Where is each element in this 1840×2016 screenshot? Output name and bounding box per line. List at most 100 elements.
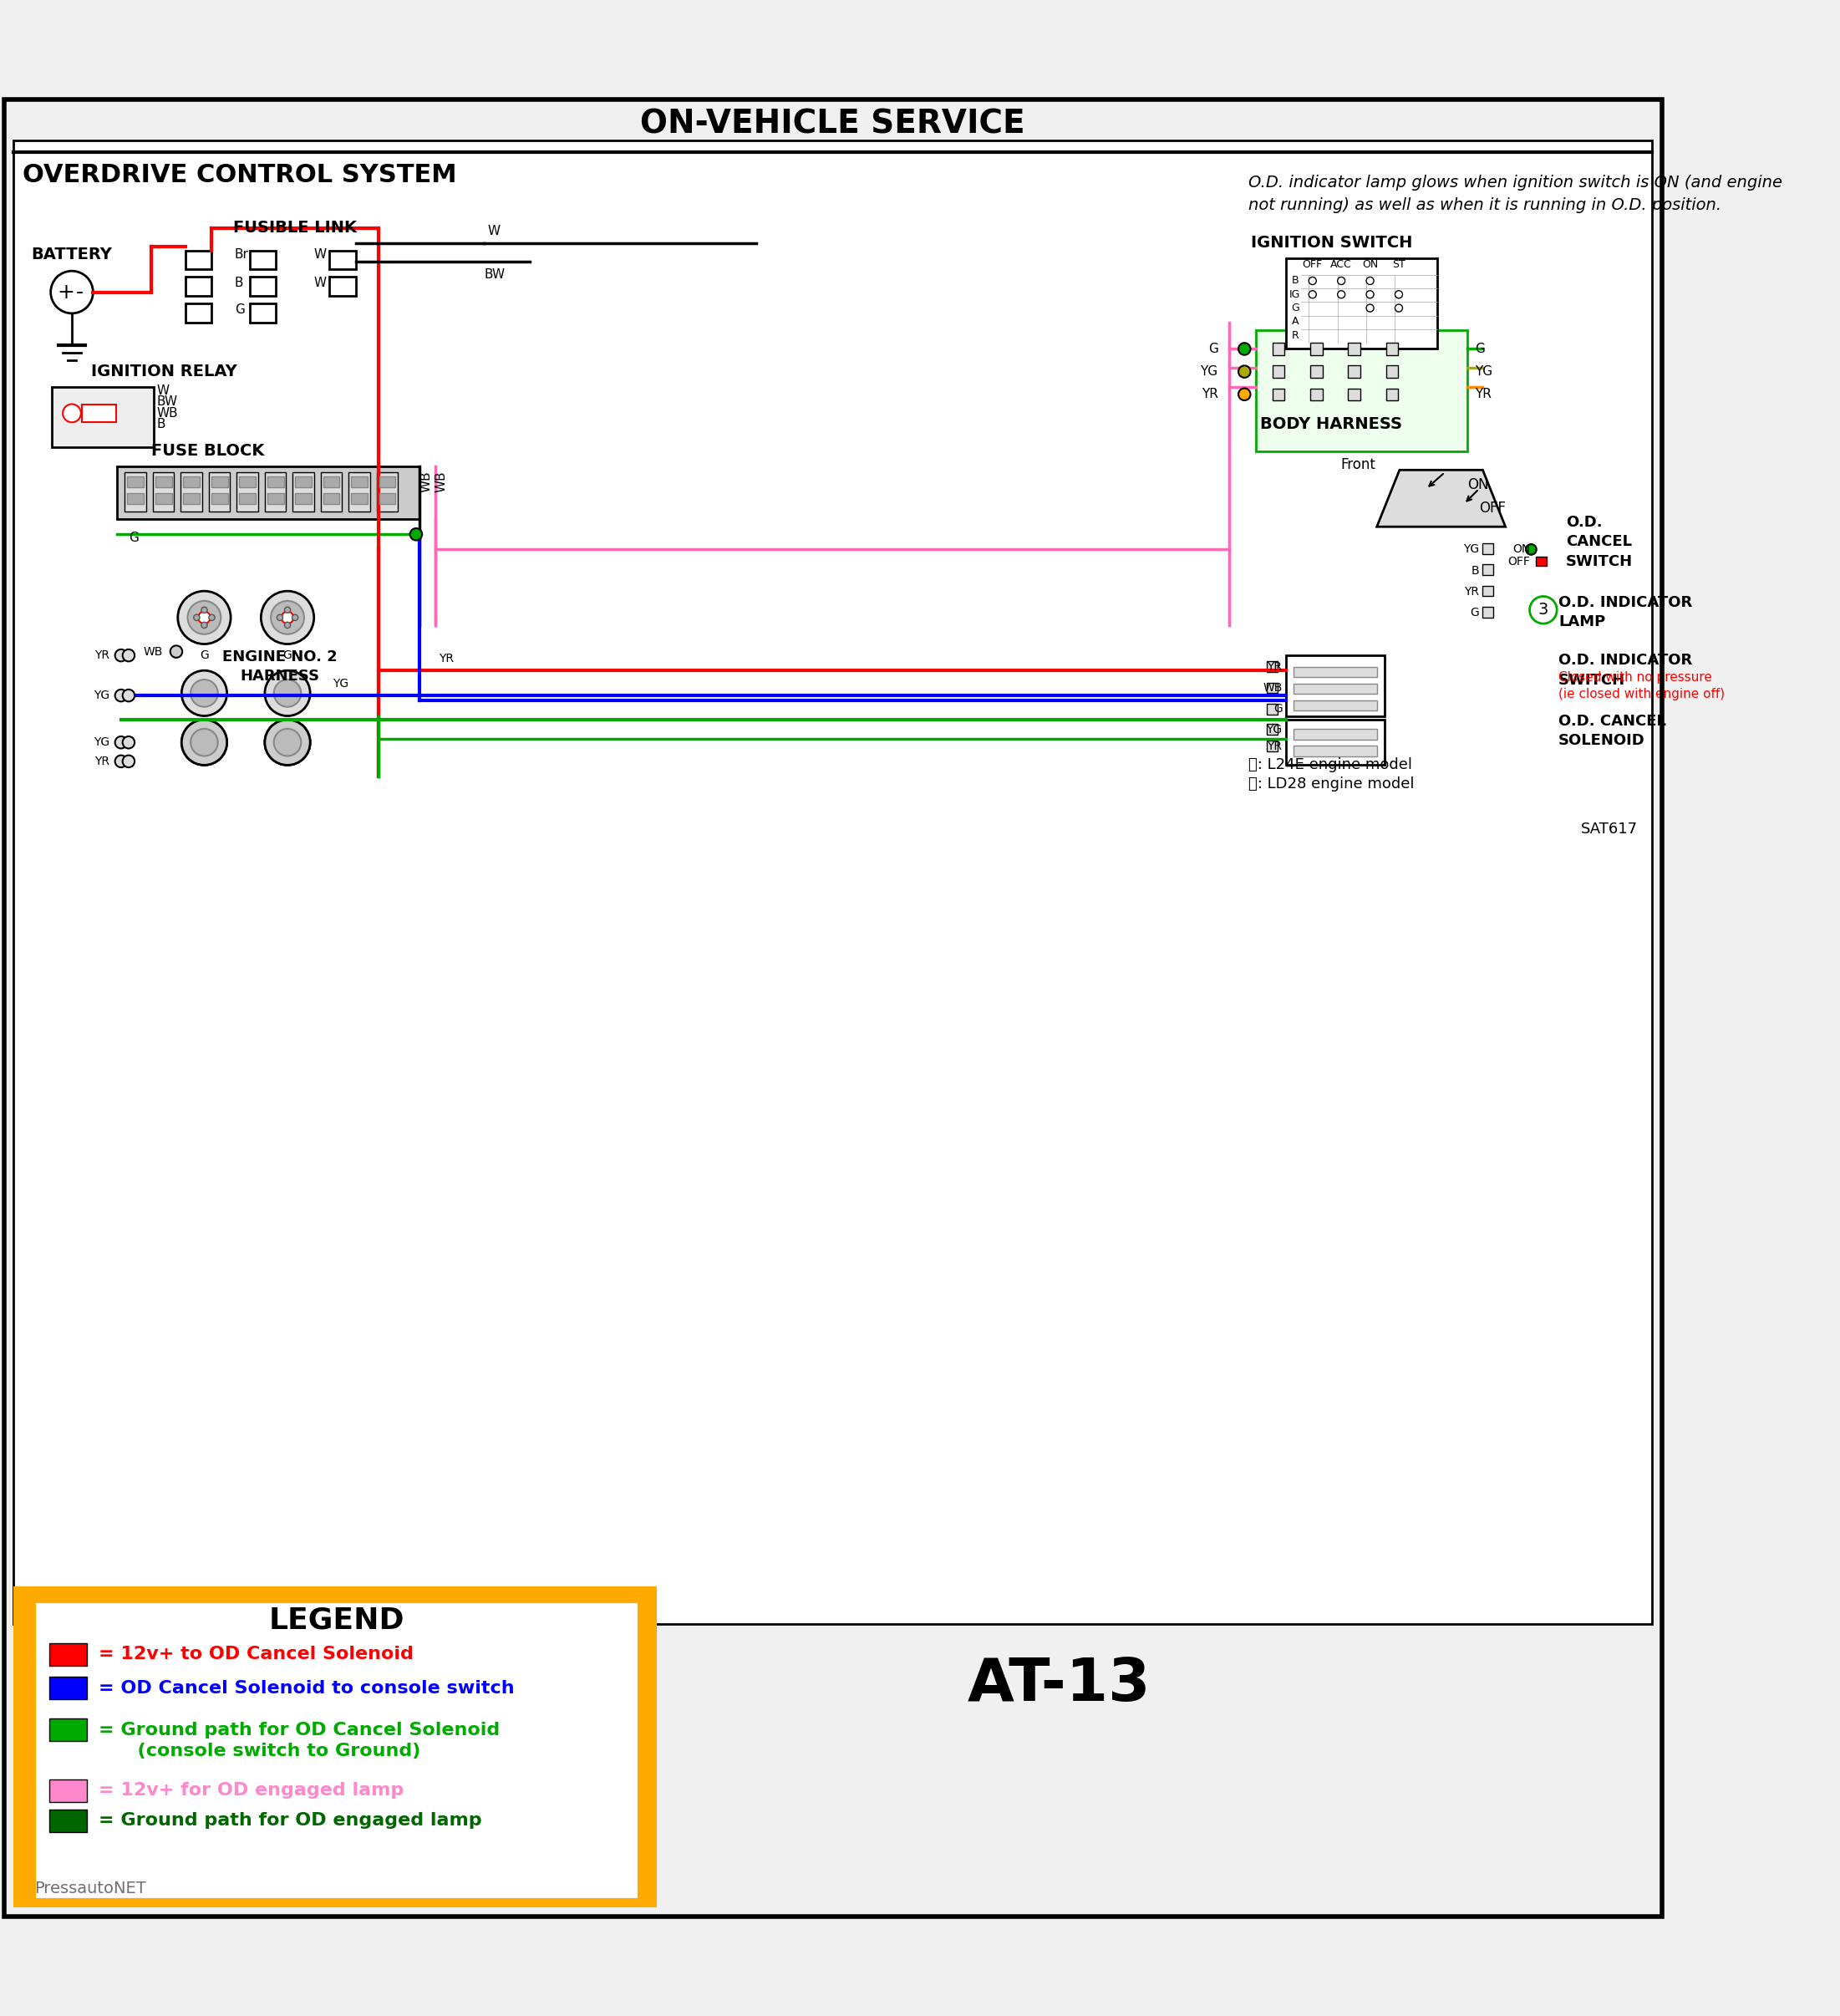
Text: G: G bbox=[201, 649, 208, 661]
Bar bbox=[1273, 389, 1284, 401]
Bar bbox=[1310, 343, 1323, 355]
Bar bbox=[250, 250, 276, 270]
Bar bbox=[1268, 724, 1277, 736]
Text: G: G bbox=[234, 302, 245, 317]
Bar bbox=[1386, 343, 1398, 355]
Text: WB: WB bbox=[1262, 681, 1282, 694]
Text: YR: YR bbox=[94, 756, 110, 768]
Bar bbox=[186, 304, 212, 323]
Bar bbox=[212, 478, 228, 488]
Text: YR: YR bbox=[1476, 387, 1492, 401]
Text: W: W bbox=[315, 276, 326, 290]
Circle shape bbox=[1238, 365, 1251, 377]
Circle shape bbox=[114, 649, 127, 661]
Circle shape bbox=[1308, 290, 1316, 298]
Text: YR: YR bbox=[1465, 587, 1479, 597]
Bar bbox=[1286, 655, 1384, 716]
Bar bbox=[351, 478, 368, 488]
Circle shape bbox=[171, 645, 182, 657]
Text: W: W bbox=[488, 226, 500, 238]
Circle shape bbox=[178, 591, 230, 643]
Text: B: B bbox=[156, 417, 166, 431]
Text: Front: Front bbox=[1340, 458, 1374, 472]
Text: O.D. indicator lamp glows when ignition switch is ON (and engine
not running) as: O.D. indicator lamp glows when ignition … bbox=[1248, 175, 1783, 214]
Bar bbox=[237, 472, 258, 512]
Text: BODY HARNESS: BODY HARNESS bbox=[1260, 417, 1402, 433]
Text: WB: WB bbox=[420, 470, 432, 492]
Circle shape bbox=[1529, 597, 1557, 623]
Circle shape bbox=[1367, 276, 1374, 284]
Bar bbox=[180, 472, 202, 512]
Text: WB: WB bbox=[144, 645, 162, 657]
Text: G: G bbox=[283, 649, 293, 661]
Text: = 12v+ to OD Cancel Solenoid: = 12v+ to OD Cancel Solenoid bbox=[98, 1645, 414, 1663]
Bar bbox=[125, 472, 145, 512]
Circle shape bbox=[52, 270, 94, 312]
Circle shape bbox=[208, 615, 215, 621]
Bar bbox=[1386, 389, 1398, 401]
Text: ON: ON bbox=[1362, 258, 1378, 270]
Bar bbox=[267, 478, 283, 488]
Circle shape bbox=[285, 607, 291, 613]
Circle shape bbox=[182, 671, 226, 716]
Text: BATTERY: BATTERY bbox=[31, 246, 112, 262]
Text: YG: YG bbox=[1463, 544, 1479, 554]
Text: ENGINE NO. 2
HARNESS: ENGINE NO. 2 HARNESS bbox=[223, 649, 337, 683]
Bar bbox=[239, 478, 256, 488]
Bar bbox=[153, 472, 175, 512]
Bar bbox=[1483, 607, 1494, 617]
Bar bbox=[50, 1778, 86, 1802]
Text: B: B bbox=[1292, 276, 1299, 286]
Bar bbox=[1294, 746, 1376, 756]
Bar bbox=[1268, 661, 1277, 671]
Circle shape bbox=[1525, 544, 1536, 554]
Text: YR: YR bbox=[1268, 740, 1282, 752]
Bar bbox=[118, 466, 420, 520]
Bar bbox=[320, 472, 342, 512]
Text: = OD Cancel Solenoid to console switch: = OD Cancel Solenoid to console switch bbox=[98, 1679, 513, 1697]
Text: YR: YR bbox=[94, 649, 110, 661]
Circle shape bbox=[114, 689, 127, 702]
Circle shape bbox=[1308, 276, 1316, 284]
Polygon shape bbox=[1376, 470, 1505, 526]
Circle shape bbox=[285, 623, 291, 629]
Text: W: W bbox=[156, 385, 169, 397]
Bar bbox=[155, 494, 171, 504]
Circle shape bbox=[274, 728, 302, 756]
Text: Br: Br bbox=[234, 248, 248, 260]
Circle shape bbox=[1338, 290, 1345, 298]
Bar bbox=[267, 494, 283, 504]
Text: OFF: OFF bbox=[1479, 500, 1505, 516]
Text: G: G bbox=[1273, 704, 1282, 716]
Bar bbox=[1273, 365, 1284, 377]
Circle shape bbox=[410, 528, 421, 540]
Bar bbox=[182, 478, 201, 488]
Bar bbox=[1349, 343, 1360, 355]
Text: O.D. INDICATOR
SWITCH: O.D. INDICATOR SWITCH bbox=[1558, 653, 1693, 687]
Text: ON: ON bbox=[1468, 478, 1489, 492]
Bar bbox=[13, 1587, 657, 1907]
Text: OVERDRIVE CONTROL SYSTEM: OVERDRIVE CONTROL SYSTEM bbox=[22, 163, 456, 187]
Text: SAT617: SAT617 bbox=[1581, 823, 1638, 837]
Bar bbox=[1310, 365, 1323, 377]
Text: +: + bbox=[57, 282, 75, 302]
Bar bbox=[186, 276, 212, 296]
Text: = 12v+ for OD engaged lamp: = 12v+ for OD engaged lamp bbox=[98, 1782, 403, 1798]
Text: BW: BW bbox=[484, 268, 506, 280]
Bar bbox=[212, 494, 228, 504]
Circle shape bbox=[1338, 276, 1345, 284]
Bar bbox=[52, 387, 153, 448]
Circle shape bbox=[191, 679, 217, 708]
Bar bbox=[127, 494, 144, 504]
Text: IGNITION SWITCH: IGNITION SWITCH bbox=[1251, 236, 1413, 250]
Bar bbox=[1268, 742, 1277, 752]
Circle shape bbox=[182, 720, 226, 766]
Text: -: - bbox=[75, 282, 83, 302]
Text: G: G bbox=[1292, 302, 1299, 314]
Text: A: A bbox=[1292, 317, 1299, 327]
Circle shape bbox=[201, 607, 208, 613]
Bar bbox=[1294, 728, 1376, 740]
Bar bbox=[155, 478, 171, 488]
Bar bbox=[250, 304, 276, 323]
Text: YR: YR bbox=[1202, 387, 1218, 401]
